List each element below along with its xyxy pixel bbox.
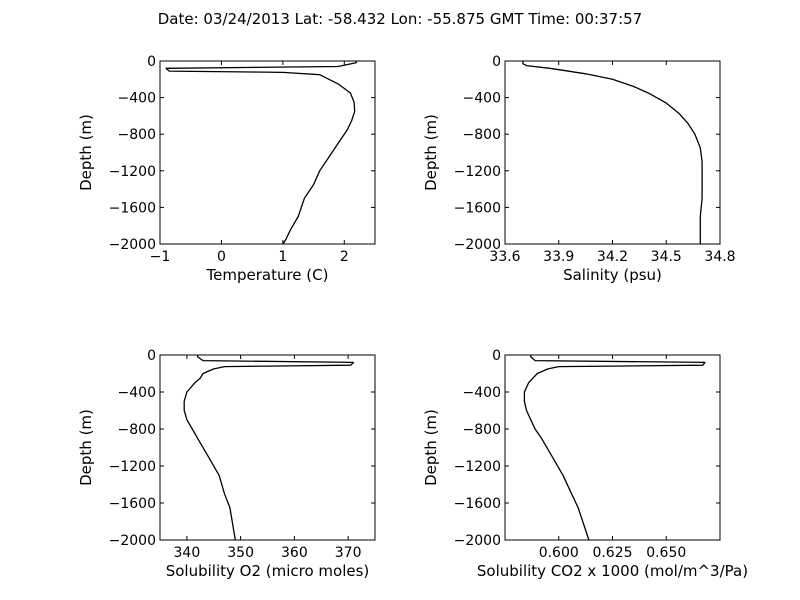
temperature-xtick-label: 1 <box>278 249 287 265</box>
salinity-ytick-label: 0 <box>492 54 501 70</box>
salinity-ytick-label: −1200 <box>454 164 501 180</box>
o2-solubility-ylabel: Depth (m) <box>77 409 95 486</box>
salinity-ytick-label: −1600 <box>454 200 501 216</box>
salinity-xtick-label: 34.2 <box>597 249 628 265</box>
o2-solubility-plot-frame <box>159 354 376 541</box>
o2-solubility-ytick-label: −1200 <box>109 459 156 475</box>
o2-solubility-xlabel: Solubility O2 (micro moles) <box>166 562 370 580</box>
salinity-plot-frame <box>504 60 721 245</box>
salinity-xtick-label: 33.6 <box>489 249 520 265</box>
salinity-chart: 33.6 33.9 34.2 34.5 34.8 0 −400 −800 −1200 −1600 −… <box>422 54 736 284</box>
temperature-xtick-label: 2 <box>340 249 349 265</box>
co2-solubility-xtick-label: 0.650 <box>646 545 686 561</box>
salinity-xtick-label: 34.8 <box>704 249 735 265</box>
temperature-chart: −1 0 1 2 0 −400 −800 −1200 −1600 −2000 Temperature… <box>77 54 376 284</box>
temperature-ytick-label: −1200 <box>109 164 156 180</box>
co2-solubility-profile-line <box>523 355 706 541</box>
o2-solubility-ytick-label: −2000 <box>109 533 156 549</box>
o2-solubility-ytick-label: 0 <box>147 348 156 364</box>
co2-solubility-ytick-label: −400 <box>463 385 501 401</box>
o2-solubility-ytick-label: −400 <box>118 385 156 401</box>
co2-solubility-xlabel: Solubility CO2 x 1000 (mol/m^3/Pa) <box>477 562 748 580</box>
o2-solubility-xtick-label: 340 <box>174 545 201 561</box>
figure-title: Date: 03/24/2013 Lat: -58.432 Lon: -55.8… <box>158 10 642 28</box>
co2-solubility-ytick-label: −800 <box>463 422 501 438</box>
salinity-ytick-label: −2000 <box>454 237 501 253</box>
temperature-profile-line <box>165 60 358 245</box>
temperature-ytick-label: −1600 <box>109 200 156 216</box>
co2-solubility-xtick-label: 0.600 <box>539 545 579 561</box>
salinity-ylabel: Depth (m) <box>422 114 440 191</box>
temperature-xtick-label: −1 <box>150 249 171 265</box>
co2-solubility-chart: 0.600 0.625 0.650 0 −400 −800 −1200 −1600 −2000 S… <box>422 348 748 580</box>
temperature-ytick-label: 0 <box>147 54 156 70</box>
temperature-plot-frame <box>159 60 376 245</box>
o2-solubility-profile-line <box>183 355 355 541</box>
co2-solubility-ytick-label: 0 <box>492 348 501 364</box>
temperature-xlabel: Temperature (C) <box>206 266 329 284</box>
salinity-xlabel: Salinity (psu) <box>563 266 662 284</box>
salinity-xtick-label: 34.5 <box>651 249 682 265</box>
salinity-xtick-label: 33.9 <box>543 249 574 265</box>
co2-solubility-ylabel: Depth (m) <box>422 409 440 486</box>
temperature-ylabel: Depth (m) <box>77 114 95 191</box>
salinity-ytick-label: −400 <box>463 91 501 107</box>
temperature-ytick-label: −800 <box>118 127 156 143</box>
o2-solubility-xtick-label: 350 <box>227 545 254 561</box>
co2-solubility-ytick-label: −1600 <box>454 496 501 512</box>
o2-solubility-chart: 340 350 360 370 0 −400 −800 −1200 −1600 −2000 Solu… <box>77 348 376 580</box>
temperature-xtick-label: 0 <box>217 249 226 265</box>
co2-solubility-plot-frame <box>504 354 721 541</box>
o2-solubility-ytick-label: −1600 <box>109 496 156 512</box>
salinity-profile-line <box>522 61 703 244</box>
co2-solubility-ytick-label: −2000 <box>454 533 501 549</box>
o2-solubility-xtick-label: 360 <box>281 545 308 561</box>
o2-solubility-ytick-label: −800 <box>118 422 156 438</box>
o2-solubility-xtick-label: 370 <box>335 545 362 561</box>
co2-solubility-ytick-label: −1200 <box>454 459 501 475</box>
co2-solubility-xtick-label: 0.625 <box>592 545 632 561</box>
salinity-ytick-label: −800 <box>463 127 501 143</box>
temperature-ytick-label: −2000 <box>109 237 156 253</box>
temperature-ytick-label: −400 <box>118 91 156 107</box>
